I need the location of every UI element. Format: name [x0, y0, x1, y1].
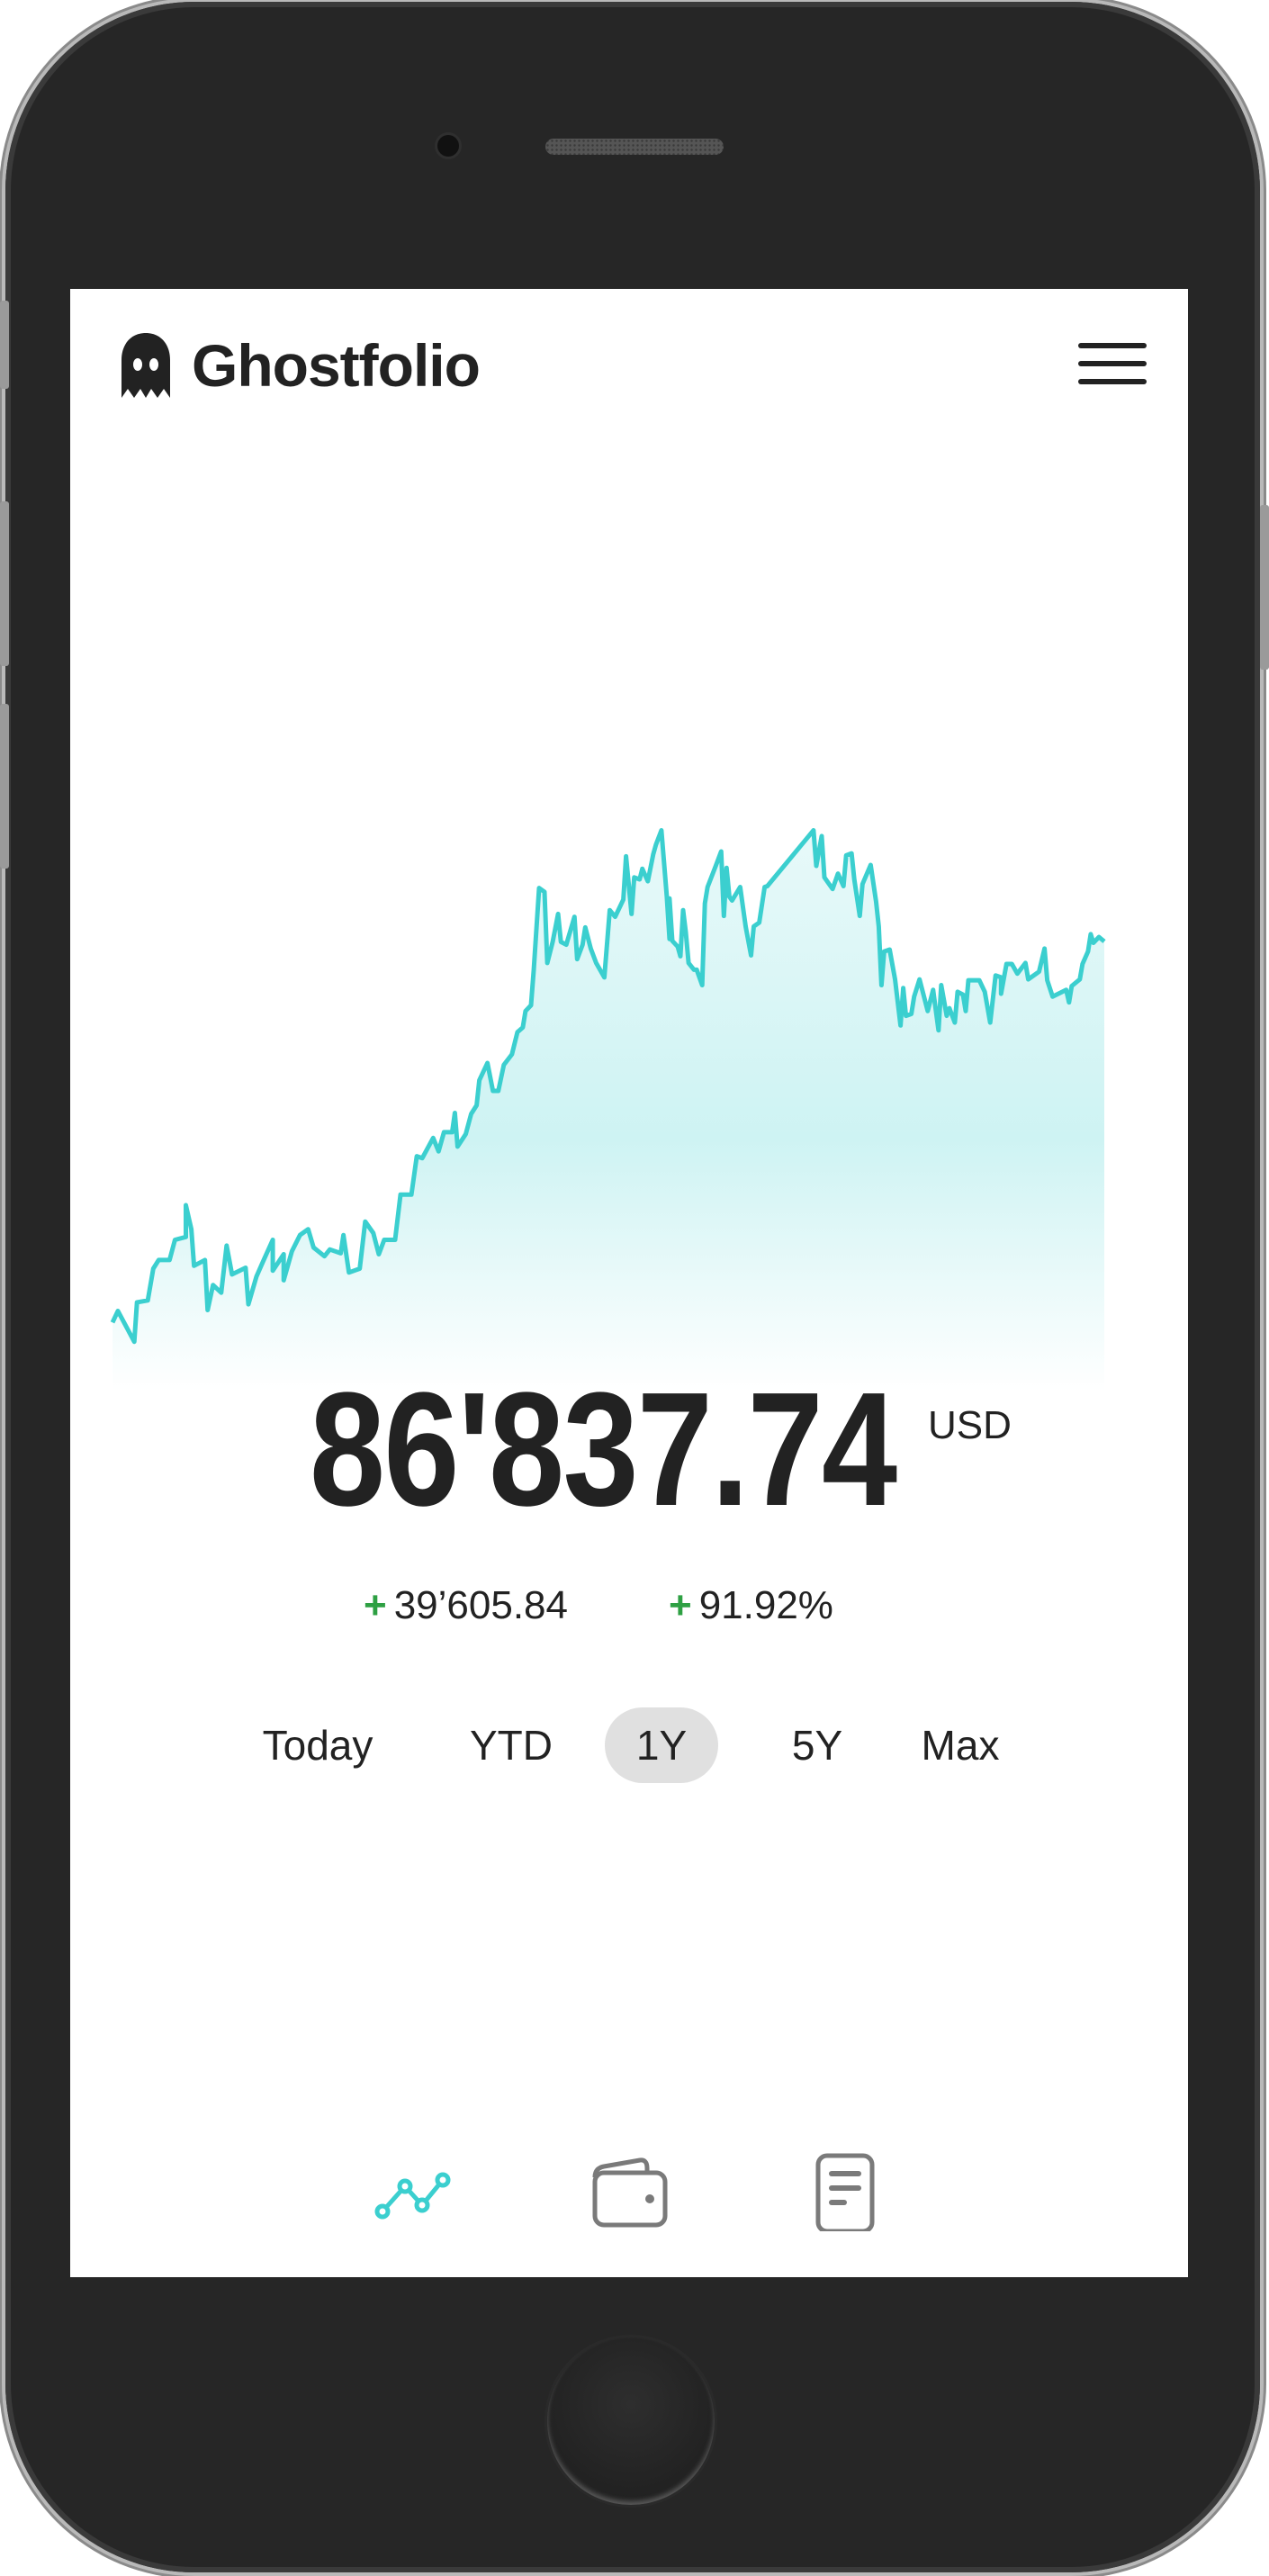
chart-series-line	[110, 828, 1106, 1345]
front-camera	[437, 135, 459, 157]
absolute-change-value: 39’605.84	[393, 1583, 568, 1627]
range-5y-button[interactable]: 5Y	[791, 1722, 843, 1769]
performance-chart	[110, 828, 1106, 1392]
volume-down-button	[0, 704, 9, 869]
portfolio-value: 86'837.74	[309, 1359, 897, 1540]
percent-change: +91.92%	[669, 1583, 833, 1628]
hamburger-menu-icon[interactable]	[1078, 343, 1147, 388]
wallet-icon[interactable]	[588, 2150, 669, 2231]
app-name: Ghostfolio	[192, 332, 481, 399]
percent-change-value: 91.92%	[698, 1583, 833, 1627]
ghost-icon	[122, 333, 170, 398]
document-icon[interactable]	[805, 2150, 886, 2231]
plus-sign: +	[669, 1583, 692, 1627]
app-screen: Ghostfolio 86'837.74 USD +39’605.84 +91.…	[70, 289, 1188, 2277]
range-1y-button[interactable]: 1Y	[605, 1707, 718, 1783]
volume-up-button	[0, 501, 9, 666]
range-today-button[interactable]: Today	[262, 1722, 374, 1769]
currency-label: USD	[928, 1403, 1012, 1447]
brand-logo[interactable]: Ghostfolio	[120, 325, 481, 406]
range-max-button[interactable]: Max	[921, 1722, 1000, 1769]
range-ytd-button[interactable]: YTD	[470, 1722, 553, 1769]
earpiece-speaker	[545, 139, 724, 155]
mute-switch	[0, 301, 9, 389]
chart-area-fill	[112, 830, 1104, 1392]
absolute-change: +39’605.84	[364, 1583, 568, 1628]
home-button[interactable]	[547, 2337, 715, 2505]
power-button	[1260, 505, 1269, 670]
line-chart-icon[interactable]	[372, 2150, 453, 2231]
plus-sign: +	[364, 1583, 387, 1627]
